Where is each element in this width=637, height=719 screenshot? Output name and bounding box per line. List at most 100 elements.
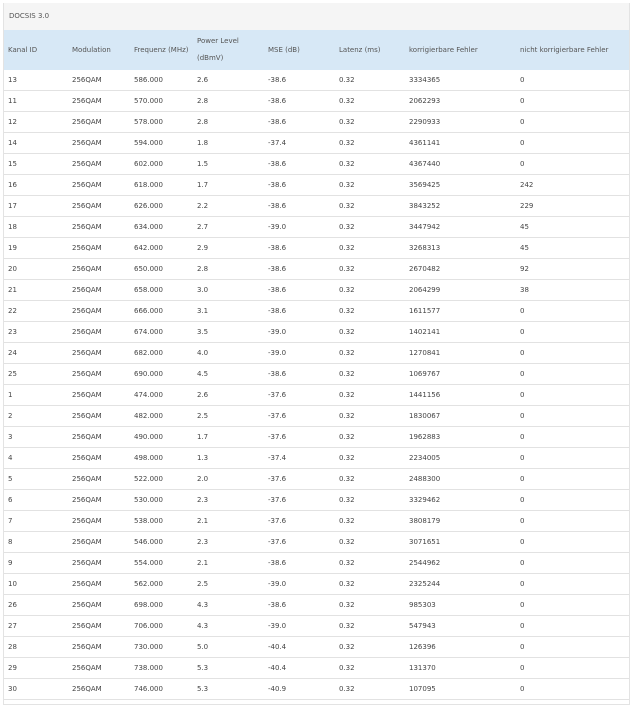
- table-row: 24 256QAM 682.000 4.0 -39.0 0.32 1270841 0: [4, 342, 629, 364]
- cell-latenz: 0.32: [335, 447, 405, 469]
- cell-power-level: 5.3: [193, 657, 264, 679]
- column-header-nicht-korrigierbare-fehler: nicht korrigierbare Fehler: [516, 30, 629, 70]
- cell-latenz: 0.32: [335, 615, 405, 637]
- cell-kanal-id: 17: [4, 195, 68, 217]
- cell-power-level: 1.7: [193, 174, 264, 196]
- cell-modulation: 256QAM: [68, 300, 130, 322]
- cell-frequenz: 682.000: [130, 342, 193, 364]
- cell-power-level: 2.1: [193, 552, 264, 574]
- cell-power-level: 2.1: [193, 510, 264, 532]
- cell-modulation: 256QAM: [68, 657, 130, 679]
- cell-frequenz: 626.000: [130, 195, 193, 217]
- table-row: 30 256QAM 746.000 5.3 -40.9 0.32 107095 0: [4, 678, 629, 700]
- cell-modulation: 256QAM: [68, 594, 130, 616]
- cell-nicht-korrigierbare-fehler: 0: [516, 510, 629, 532]
- table-row: 2 256QAM 482.000 2.5 -37.6 0.32 1830067 0: [4, 405, 629, 427]
- cell-latenz: 0.32: [335, 174, 405, 196]
- cell-modulation: 256QAM: [68, 70, 130, 91]
- cell-nicht-korrigierbare-fehler: 0: [516, 594, 629, 616]
- cell-frequenz: 578.000: [130, 111, 193, 133]
- cell-latenz: 0.32: [335, 426, 405, 448]
- cell-mse: -37.6: [264, 426, 335, 448]
- cell-kanal-id: 13: [4, 70, 68, 91]
- table-row: 15 256QAM 602.000 1.5 -38.6 0.32 4367440 0: [4, 153, 629, 175]
- cell-modulation: 256QAM: [68, 90, 130, 112]
- cell-power-level: 5.3: [193, 678, 264, 700]
- cell-mse: -38.6: [264, 363, 335, 385]
- table-row: 12 256QAM 578.000 2.8 -38.6 0.32 2290933 0: [4, 111, 629, 133]
- cell-power-level: 2.5: [193, 573, 264, 595]
- cell-kanal-id: 9: [4, 552, 68, 574]
- column-header-latenz: Latenz (ms): [335, 30, 405, 70]
- cell-kanal-id: 4: [4, 447, 68, 469]
- cell-latenz: 0.32: [335, 594, 405, 616]
- cell-power-level: 2.8: [193, 111, 264, 133]
- cell-korrigierbare-fehler: 131370: [405, 657, 516, 679]
- cell-mse: -38.6: [264, 153, 335, 175]
- column-header-kanal-id: Kanal ID: [4, 30, 68, 70]
- cell-korrigierbare-fehler: 107095: [405, 678, 516, 700]
- cell-korrigierbare-fehler: 3071651: [405, 531, 516, 553]
- cell-nicht-korrigierbare-fehler: 0: [516, 384, 629, 406]
- cell-power-level: 2.0: [193, 468, 264, 490]
- table-row: 16 256QAM 618.000 1.7 -38.6 0.32 3569425 242: [4, 174, 629, 196]
- cell-kanal-id: 14: [4, 132, 68, 154]
- cell-nicht-korrigierbare-fehler: 0: [516, 90, 629, 112]
- channel-table: Kanal ID Modulation Frequenz (MHz) Power Le…: [4, 30, 629, 700]
- cell-latenz: 0.32: [335, 216, 405, 238]
- cell-power-level: 2.6: [193, 70, 264, 91]
- cell-frequenz: 538.000: [130, 510, 193, 532]
- cell-mse: -39.0: [264, 573, 335, 595]
- cell-mse: -38.6: [264, 195, 335, 217]
- cell-kanal-id: 7: [4, 510, 68, 532]
- cell-power-level: 1.7: [193, 426, 264, 448]
- cell-frequenz: 498.000: [130, 447, 193, 469]
- cell-frequenz: 594.000: [130, 132, 193, 154]
- cell-power-level: 2.2: [193, 195, 264, 217]
- cell-kanal-id: 20: [4, 258, 68, 280]
- cell-nicht-korrigierbare-fehler: 0: [516, 70, 629, 91]
- cell-mse: -39.0: [264, 342, 335, 364]
- cell-latenz: 0.32: [335, 531, 405, 553]
- cell-kanal-id: 15: [4, 153, 68, 175]
- table-row: 6 256QAM 530.000 2.3 -37.6 0.32 3329462 0: [4, 489, 629, 511]
- table-row: 9 256QAM 554.000 2.1 -38.6 0.32 2544962 0: [4, 552, 629, 574]
- cell-nicht-korrigierbare-fehler: 0: [516, 426, 629, 448]
- cell-korrigierbare-fehler: 4367440: [405, 153, 516, 175]
- cell-korrigierbare-fehler: 1611577: [405, 300, 516, 322]
- cell-mse: -37.6: [264, 405, 335, 427]
- cell-nicht-korrigierbare-fehler: 0: [516, 132, 629, 154]
- cell-korrigierbare-fehler: 1830067: [405, 405, 516, 427]
- table-row: 28 256QAM 730.000 5.0 -40.4 0.32 126396 0: [4, 636, 629, 658]
- cell-modulation: 256QAM: [68, 342, 130, 364]
- column-header-mse: MSE (dB): [264, 30, 335, 70]
- cell-frequenz: 522.000: [130, 468, 193, 490]
- cell-frequenz: 602.000: [130, 153, 193, 175]
- cell-frequenz: 586.000: [130, 70, 193, 91]
- cell-modulation: 256QAM: [68, 279, 130, 301]
- table-row: 8 256QAM 546.000 2.3 -37.6 0.32 3071651 0: [4, 531, 629, 553]
- cell-modulation: 256QAM: [68, 615, 130, 637]
- table-row: 26 256QAM 698.000 4.3 -38.6 0.32 985303 0: [4, 594, 629, 616]
- column-header-frequenz: Frequenz (MHz): [130, 30, 193, 70]
- cell-nicht-korrigierbare-fehler: 0: [516, 552, 629, 574]
- cell-mse: -37.4: [264, 447, 335, 469]
- cell-nicht-korrigierbare-fehler: 229: [516, 195, 629, 217]
- cell-nicht-korrigierbare-fehler: 0: [516, 657, 629, 679]
- cell-latenz: 0.32: [335, 552, 405, 574]
- column-header-power-level: Power Level (dBmV): [193, 30, 264, 70]
- docsis-panel: DOCSIS 3.0 Kanal ID Modulation Frequenz (M…: [3, 3, 630, 705]
- cell-frequenz: 698.000: [130, 594, 193, 616]
- cell-korrigierbare-fehler: 2670482: [405, 258, 516, 280]
- cell-kanal-id: 10: [4, 573, 68, 595]
- cell-power-level: 5.0: [193, 636, 264, 658]
- cell-korrigierbare-fehler: 3843252: [405, 195, 516, 217]
- cell-latenz: 0.32: [335, 237, 405, 259]
- table-row: 7 256QAM 538.000 2.1 -37.6 0.32 3808179 0: [4, 510, 629, 532]
- cell-mse: -38.6: [264, 552, 335, 574]
- table-row: 10 256QAM 562.000 2.5 -39.0 0.32 2325244 0: [4, 573, 629, 595]
- cell-mse: -39.0: [264, 615, 335, 637]
- cell-frequenz: 554.000: [130, 552, 193, 574]
- cell-latenz: 0.32: [335, 636, 405, 658]
- cell-korrigierbare-fehler: 2062293: [405, 90, 516, 112]
